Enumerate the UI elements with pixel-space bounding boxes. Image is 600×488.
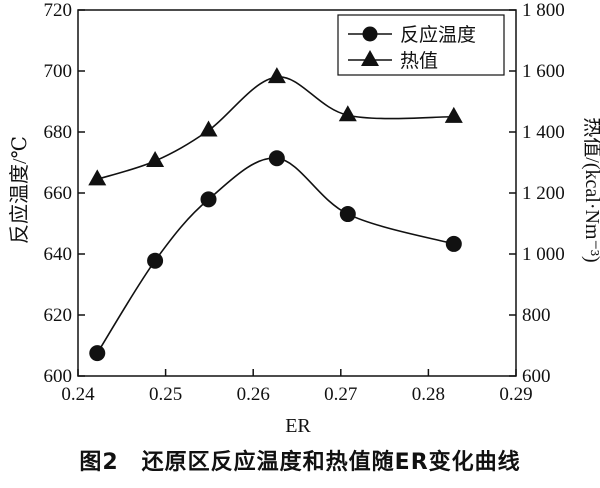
y-left-tick-label: 700	[44, 61, 73, 82]
y-left-axis-title: 反应温度/℃	[8, 136, 31, 244]
x-tick-label: 0.27	[324, 384, 357, 405]
series-line-1	[96, 157, 455, 354]
data-point-triangle	[88, 169, 107, 186]
data-point-circle	[147, 252, 164, 269]
y-right-tick-label: 1 800	[522, 0, 565, 21]
x-tick-label: 0.25	[149, 384, 182, 405]
y-left-tick-label: 600	[44, 366, 73, 387]
data-point-triangle	[199, 120, 218, 137]
y-left-tick-label: 660	[44, 183, 73, 204]
y-left-tick-label: 640	[44, 244, 73, 265]
y-right-tick-label: 1 000	[522, 244, 565, 265]
y-right-tick-label: 1 400	[522, 122, 565, 143]
y-right-tick-label: 600	[522, 366, 551, 387]
data-point-triangle	[444, 106, 463, 123]
y-right-axis-title: 热值/(kcal·Nm⁻³)	[581, 117, 600, 262]
data-point-circle	[445, 235, 462, 252]
figure-caption: 图2 还原区反应温度和热值随ER变化曲线	[79, 450, 521, 475]
x-tick-label: 0.29	[499, 384, 532, 405]
data-point-triangle	[267, 67, 286, 84]
data-point-circle	[200, 191, 217, 208]
legend-label: 反应温度	[400, 24, 476, 46]
series-curves	[96, 76, 455, 354]
y-left-tick-label: 680	[44, 122, 73, 143]
legend-circle-marker	[362, 26, 378, 42]
y-right-tick-label: 1 200	[522, 183, 565, 204]
data-point-triangle	[338, 105, 357, 122]
x-tick-label: 0.26	[237, 384, 270, 405]
legend-triangle-marker	[361, 50, 379, 66]
data-point-triangle	[146, 151, 165, 168]
series-markers	[88, 67, 463, 362]
data-point-circle	[268, 150, 285, 167]
x-tick-label: 0.28	[412, 384, 445, 405]
y-right-tick-labels: 600 800 1 000 1 200 1 400 1 600 1 800	[522, 0, 565, 387]
y-left-tick-label: 620	[44, 305, 73, 326]
y-left-tick-label: 720	[44, 0, 73, 21]
x-tick-label: 0.24	[61, 384, 95, 405]
data-point-circle	[339, 206, 356, 223]
x-tick-labels: 0.24 0.25 0.26 0.27 0.28 0.29	[61, 384, 532, 405]
y-right-tick-label: 1 600	[522, 61, 565, 82]
x-axis-title: ER	[285, 415, 311, 437]
data-point-circle	[89, 345, 106, 362]
y-left-tick-labels: 600 620 640 660 680 700 720	[44, 0, 73, 387]
legend-label: 热值	[400, 50, 438, 72]
tick-marks	[77, 9, 517, 377]
y-right-tick-label: 800	[522, 305, 551, 326]
